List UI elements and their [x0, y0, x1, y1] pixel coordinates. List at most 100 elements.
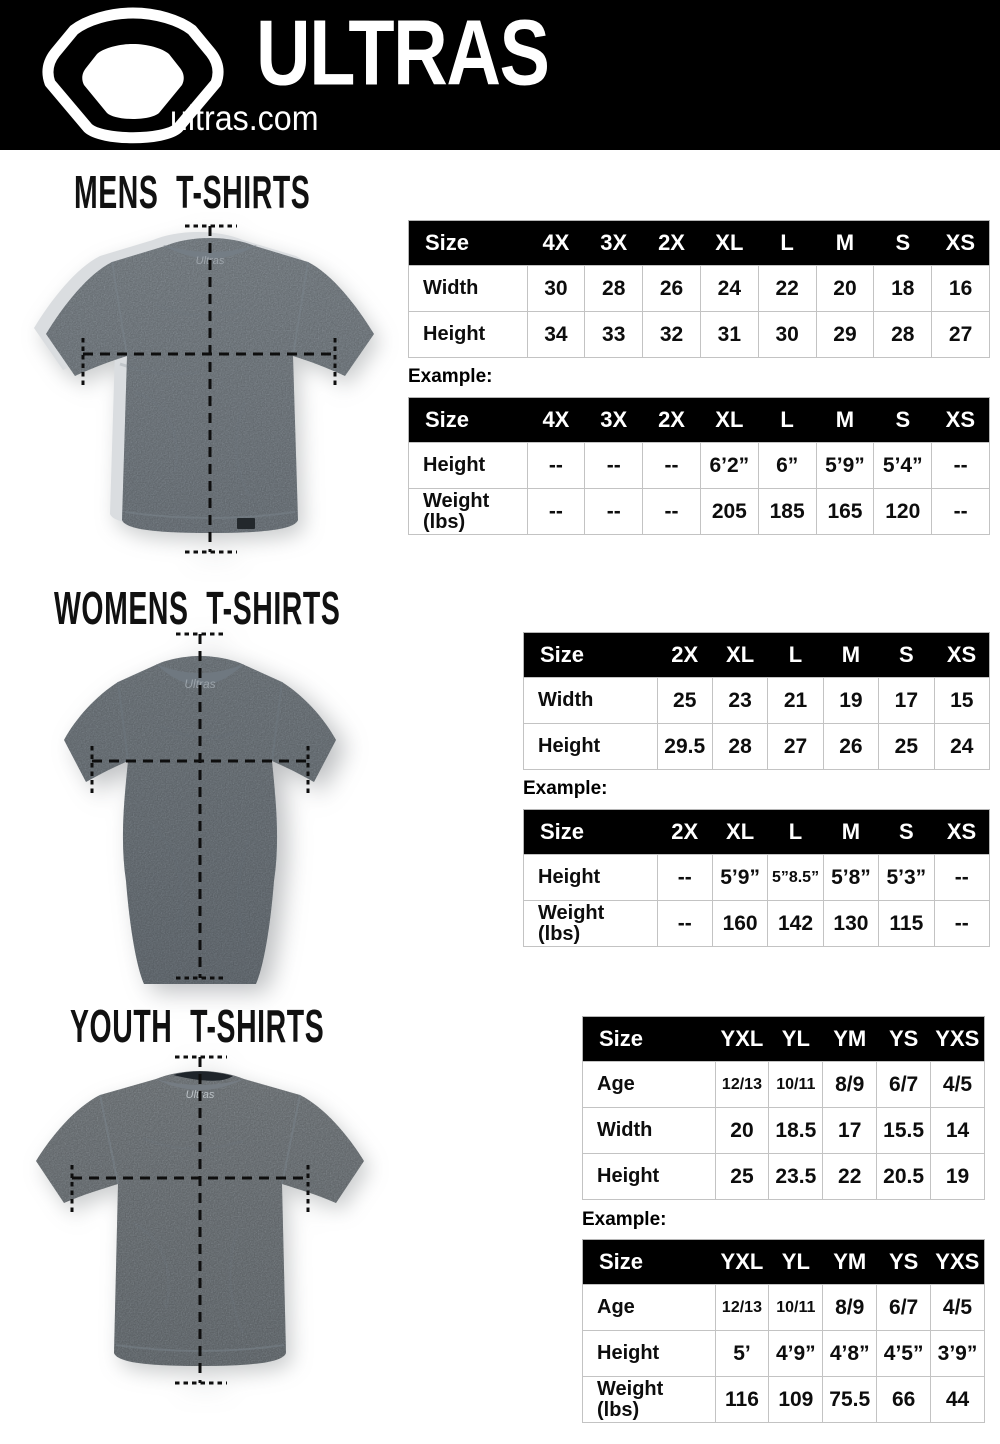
value-cell: -- [584, 442, 644, 489]
header-row: Size 2X XL L M S XS [523, 632, 990, 678]
table-row: Width 30 28 26 24 22 20 18 16 [408, 265, 990, 312]
table-row: Height 34 33 32 31 30 29 28 27 [408, 311, 990, 358]
row-label: Height [408, 442, 528, 489]
size-column-header: 2X [642, 397, 701, 443]
size-column-header: XL [700, 397, 759, 443]
table-row: Height 25 23.5 22 20.5 19 [582, 1153, 985, 1200]
table-row: Width 25 23 21 19 17 15 [523, 677, 991, 724]
womens-tshirt-image: Ultras [64, 632, 336, 984]
value-cell: 4/5 [930, 1284, 985, 1331]
value-cell: -- [931, 442, 990, 489]
site-url: ultras.com [170, 99, 319, 138]
value-cell: 130 [822, 900, 880, 947]
size-column-header: L [758, 397, 817, 443]
table-row: Age 12/13 10/11 8/9 6/7 4/5 [582, 1061, 985, 1108]
row-label: Age [582, 1061, 716, 1108]
value-cell: 5’9” [711, 854, 769, 901]
value-cell: 115 [878, 900, 935, 947]
value-cell: 142 [767, 900, 824, 947]
value-cell: 26 [642, 265, 701, 312]
collar [156, 1079, 244, 1090]
value-cell: 20 [714, 1107, 770, 1154]
value-cell: 30 [526, 265, 586, 312]
size-column-header: M [816, 397, 874, 443]
value-cell: 26 [822, 723, 880, 770]
size-column-header: YL [768, 1016, 823, 1062]
value-cell: 4’9” [768, 1330, 824, 1377]
value-cell: 32 [642, 311, 701, 358]
value-cell: 24 [699, 265, 759, 312]
size-label-header: Size [408, 397, 527, 443]
value-cell: 28 [711, 723, 769, 770]
size-column-header: S [873, 220, 932, 266]
value-cell: 27 [931, 311, 990, 358]
brand-wordmark: ULTRAS [256, 0, 550, 105]
table-row: Height -- 5’9” 5”8.5” 5’8” 5’3” -- [523, 854, 991, 901]
womens-section-title: WOMENS T-SHIRTS [54, 583, 341, 635]
measurement-lines [70, 1055, 310, 1385]
site-header: ULTRAS ultras.com [0, 0, 1000, 150]
value-cell: 23 [711, 677, 769, 724]
hem-tag [237, 518, 255, 529]
size-label-header: Size [523, 809, 657, 855]
womens-example-table: Size 2X XL L M S XS Height -- 5’9” 5”8.5” 5’8” 5’3” -… [523, 809, 991, 947]
row-label: Height [523, 854, 658, 901]
size-column-header: M [816, 220, 874, 266]
value-cell: 5’ [714, 1330, 770, 1377]
value-cell: 5’3” [878, 854, 935, 901]
size-column-header: YM [822, 1016, 877, 1062]
size-column-header: 3X [584, 220, 643, 266]
collar [163, 245, 257, 259]
value-cell: 25 [656, 677, 713, 724]
value-cell: -- [642, 488, 701, 535]
womens-example-label: Example: [523, 778, 608, 799]
size-column-header: XL [712, 809, 768, 855]
row-label: Width [582, 1107, 716, 1154]
header-row: Size 2X XL L M S XS [523, 809, 990, 855]
value-cell: -- [642, 442, 701, 489]
size-column-header: L [767, 632, 824, 678]
value-cell: 17 [822, 1107, 878, 1154]
table-row: Weight (lbs) -- 160 142 130 115 -- [523, 900, 991, 947]
youth-section-title: YOUTH T-SHIRTS [70, 1001, 325, 1053]
size-column-header: 2X [657, 632, 713, 678]
row-label: Width [523, 677, 658, 724]
value-cell: 6/7 [876, 1284, 932, 1331]
table-row: Age 12/13 10/11 8/9 6/7 4/5 [582, 1284, 985, 1331]
value-cell: 12/13 [714, 1284, 770, 1331]
mens-section-title: MENS T-SHIRTS [74, 167, 311, 219]
value-cell: 19 [930, 1153, 985, 1200]
size-column-header: YXS [930, 1016, 985, 1062]
value-cell: 5’9” [815, 442, 875, 489]
size-label-header: Size [582, 1016, 715, 1062]
value-cell: 120 [873, 488, 933, 535]
size-column-header: XS [934, 809, 990, 855]
size-column-header: XL [712, 632, 768, 678]
value-cell: 22 [757, 265, 817, 312]
header-row: Size 4X 3X 2X XL L M S XS [408, 397, 990, 443]
row-label: Height [523, 723, 658, 770]
value-cell: 23.5 [768, 1153, 824, 1200]
value-cell: 44 [930, 1376, 985, 1423]
value-cell: 19 [822, 677, 880, 724]
size-column-header: YXL [715, 1239, 769, 1285]
value-cell: 34 [526, 311, 586, 358]
size-column-header: XS [931, 220, 990, 266]
size-column-header: L [767, 809, 824, 855]
size-column-header: XL [700, 220, 759, 266]
value-cell: 25 [878, 723, 935, 770]
value-cell: 10/11 [768, 1284, 824, 1331]
value-cell: -- [656, 900, 713, 947]
measurement-lines [81, 224, 337, 554]
value-cell: 29 [815, 311, 875, 358]
size-column-header: 4X [527, 397, 585, 443]
table-row: Weight (lbs) -- -- -- 205 185 165 120 -- [408, 488, 990, 535]
size-column-header: YL [768, 1239, 823, 1285]
value-cell: 27 [767, 723, 824, 770]
row-label: Weight (lbs) [408, 488, 528, 535]
size-column-header: M [823, 809, 879, 855]
value-cell: 3’9” [930, 1330, 985, 1377]
value-cell: 8/9 [822, 1284, 878, 1331]
value-cell: 8/9 [822, 1061, 878, 1108]
